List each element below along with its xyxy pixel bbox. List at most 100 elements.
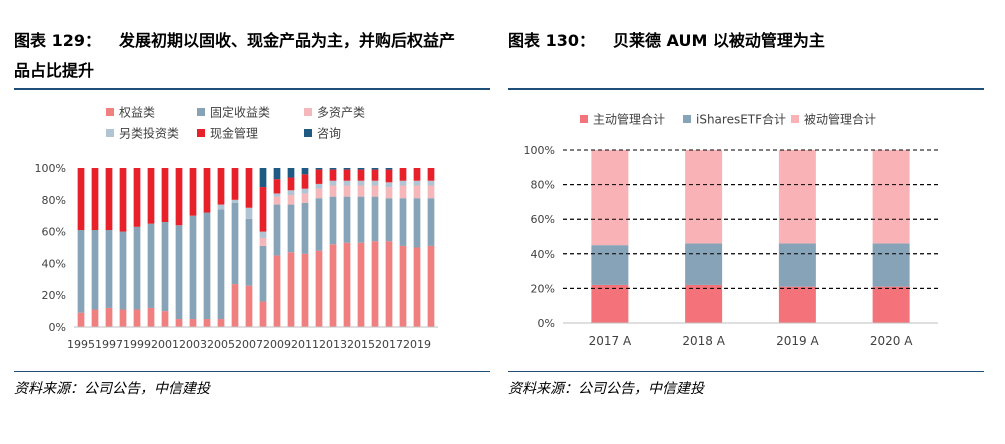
bar-segment-cash-2017 xyxy=(385,169,393,183)
y-tick-label: 100% xyxy=(35,162,66,175)
bar-segment-multi-2019 xyxy=(413,185,421,199)
bar-segment-cash-2015 xyxy=(357,169,365,181)
bar-segment-cash-2011 xyxy=(301,174,309,189)
bar-segment-alt-2014 xyxy=(343,180,351,186)
bar-segment-equity-2017 xyxy=(385,241,393,327)
bar-segment-active-2020 A xyxy=(872,286,910,323)
bar-segment-active-2017 A xyxy=(591,284,629,323)
legend-swatch-cash xyxy=(197,129,205,137)
bar-segment-ishares-2017 A xyxy=(591,245,629,285)
x-tick-label: 1997 xyxy=(95,338,123,351)
bar-segment-advisory-2015 xyxy=(357,168,365,170)
bar-segment-alt-2016 xyxy=(371,180,379,186)
bar-segment-equity-2010 xyxy=(287,252,295,327)
bar-segment-fixed-2010 xyxy=(287,204,295,253)
bar-segment-fixed-1995 xyxy=(77,230,85,313)
bar-segment-equity-2002 xyxy=(175,319,183,327)
bar-segment-fixed-1997 xyxy=(105,230,113,308)
bar-segment-equity-2011 xyxy=(301,253,309,327)
y-tick-label: 40% xyxy=(531,248,555,261)
bar-segment-fixed-2004 xyxy=(203,212,211,320)
bar-segment-advisory-2013 xyxy=(329,168,337,170)
bar-segment-multi-2009 xyxy=(273,196,281,205)
bar-segment-equity-1996 xyxy=(91,309,99,327)
bar-segment-equity-1995 xyxy=(77,312,85,327)
bar-segment-alt-2007 xyxy=(245,207,253,219)
right-figure-title: 图表 130： 贝莱德 AUM 以被动管理为主 xyxy=(508,28,825,53)
legend-swatch-multi xyxy=(304,108,312,116)
bar-segment-advisory-2017 xyxy=(385,168,393,170)
bar-segment-fixed-1996 xyxy=(91,230,99,310)
bar-segment-fixed-2020 xyxy=(427,198,435,246)
x-tick-label: 2013 xyxy=(319,338,347,351)
bar-segment-multi-2010 xyxy=(287,195,295,205)
left-axis: 0%20%40%60%80%100%1995 1997 1999 2001 2003 20… xyxy=(35,162,438,351)
x-tick-label: 2009 xyxy=(263,338,291,351)
y-tick-label: 80% xyxy=(531,179,555,192)
bar-segment-fixed-1999 xyxy=(133,226,141,310)
x-tick-label: 1999 xyxy=(123,338,151,351)
bar-segment-advisory-2014 xyxy=(343,168,351,170)
bar-segment-multi-2011 xyxy=(301,193,309,203)
bar-segment-multi-2017 xyxy=(385,187,393,199)
left-figure-label: 图表 129： xyxy=(14,31,101,50)
bar-segment-cash-1996 xyxy=(91,168,99,231)
legend-label-advisory: 咨询 xyxy=(317,126,341,141)
x-tick-label: 2018 A xyxy=(682,334,725,348)
bar-segment-fixed-2018 xyxy=(399,198,407,246)
bar-segment-multi-2013 xyxy=(329,185,337,197)
bar-segment-fixed-2013 xyxy=(329,196,337,245)
bar-segment-fixed-2008 xyxy=(259,245,267,302)
x-tick-label: 2017 xyxy=(375,338,403,351)
bar-segment-cash-2018 xyxy=(399,168,407,181)
bar-segment-alt-2012 xyxy=(315,183,323,189)
bar-segment-fixed-2015 xyxy=(357,196,365,243)
left-source-note: 资料来源：公司公告，中信建投 xyxy=(14,381,210,397)
bar-segment-equity-2019 xyxy=(413,247,421,327)
bar-segment-cash-2001 xyxy=(161,168,169,223)
bar-segment-equity-2009 xyxy=(273,255,281,327)
bar-segment-advisory-2010 xyxy=(287,168,295,178)
bar-segment-passive-2018 A xyxy=(685,150,723,244)
bar-segment-active-2018 A xyxy=(685,284,723,323)
x-tick-label: 2007 xyxy=(235,338,263,351)
bar-segment-alt-2020 xyxy=(427,180,435,186)
legend-label-cash: 现金管理 xyxy=(210,126,258,141)
bar-segment-alt-2010 xyxy=(287,190,295,196)
right-figure-label: 图表 130： xyxy=(508,31,595,50)
bar-segment-equity-2006 xyxy=(231,284,239,327)
left-bottom-rule xyxy=(14,371,490,372)
legend-label-passive: 被动管理合计 xyxy=(804,112,876,127)
bar-segment-multi-2020 xyxy=(427,185,435,199)
legend-label-ishares: iSharesETF合计 xyxy=(696,112,786,127)
x-tick-label: 2019 xyxy=(403,338,431,351)
y-tick-label: 60% xyxy=(42,226,66,239)
bar-segment-alt-2013 xyxy=(329,180,337,186)
bar-segment-alt-2005 xyxy=(217,204,225,210)
bar-segment-fixed-2007 xyxy=(245,218,253,286)
bar-segment-advisory-2008 xyxy=(259,168,267,188)
legend-label-equity: 权益类 xyxy=(119,106,155,120)
left-bars xyxy=(77,168,435,327)
right-axis: 0% 20% 40% 60% 80% 100% 2017 A 2018 A 2019 A 2020… xyxy=(524,144,938,348)
bar-segment-multi-2018 xyxy=(399,185,407,199)
x-tick-label: 2005 xyxy=(207,338,235,351)
bar-segment-cash-2012 xyxy=(315,169,323,184)
bar-segment-advisory-2009 xyxy=(273,168,281,180)
y-tick-label: 60% xyxy=(531,213,555,226)
right-top-rule xyxy=(508,88,984,90)
bar-segment-cash-2008 xyxy=(259,187,267,232)
legend-label-multi: 多资产类 xyxy=(317,106,365,120)
bar-segment-alt-2008 xyxy=(259,231,267,238)
bar-segment-alt-2011 xyxy=(301,188,309,194)
bar-segment-cash-2005 xyxy=(217,168,225,205)
bar-segment-fixed-2016 xyxy=(371,196,379,242)
right-source-note: 资料来源：公司公告，中信建投 xyxy=(508,381,704,397)
bar-segment-cash-2014 xyxy=(343,169,351,181)
bar-segment-fixed-1998 xyxy=(119,231,127,310)
bar-segment-advisory-2012 xyxy=(315,168,323,170)
bar-segment-cash-2010 xyxy=(287,177,295,191)
y-tick-label: 80% xyxy=(42,194,66,207)
bar-segment-fixed-2011 xyxy=(301,202,309,254)
right-legend: 主动管理合计 iSharesETF合计 被动管理合计 xyxy=(580,112,876,127)
